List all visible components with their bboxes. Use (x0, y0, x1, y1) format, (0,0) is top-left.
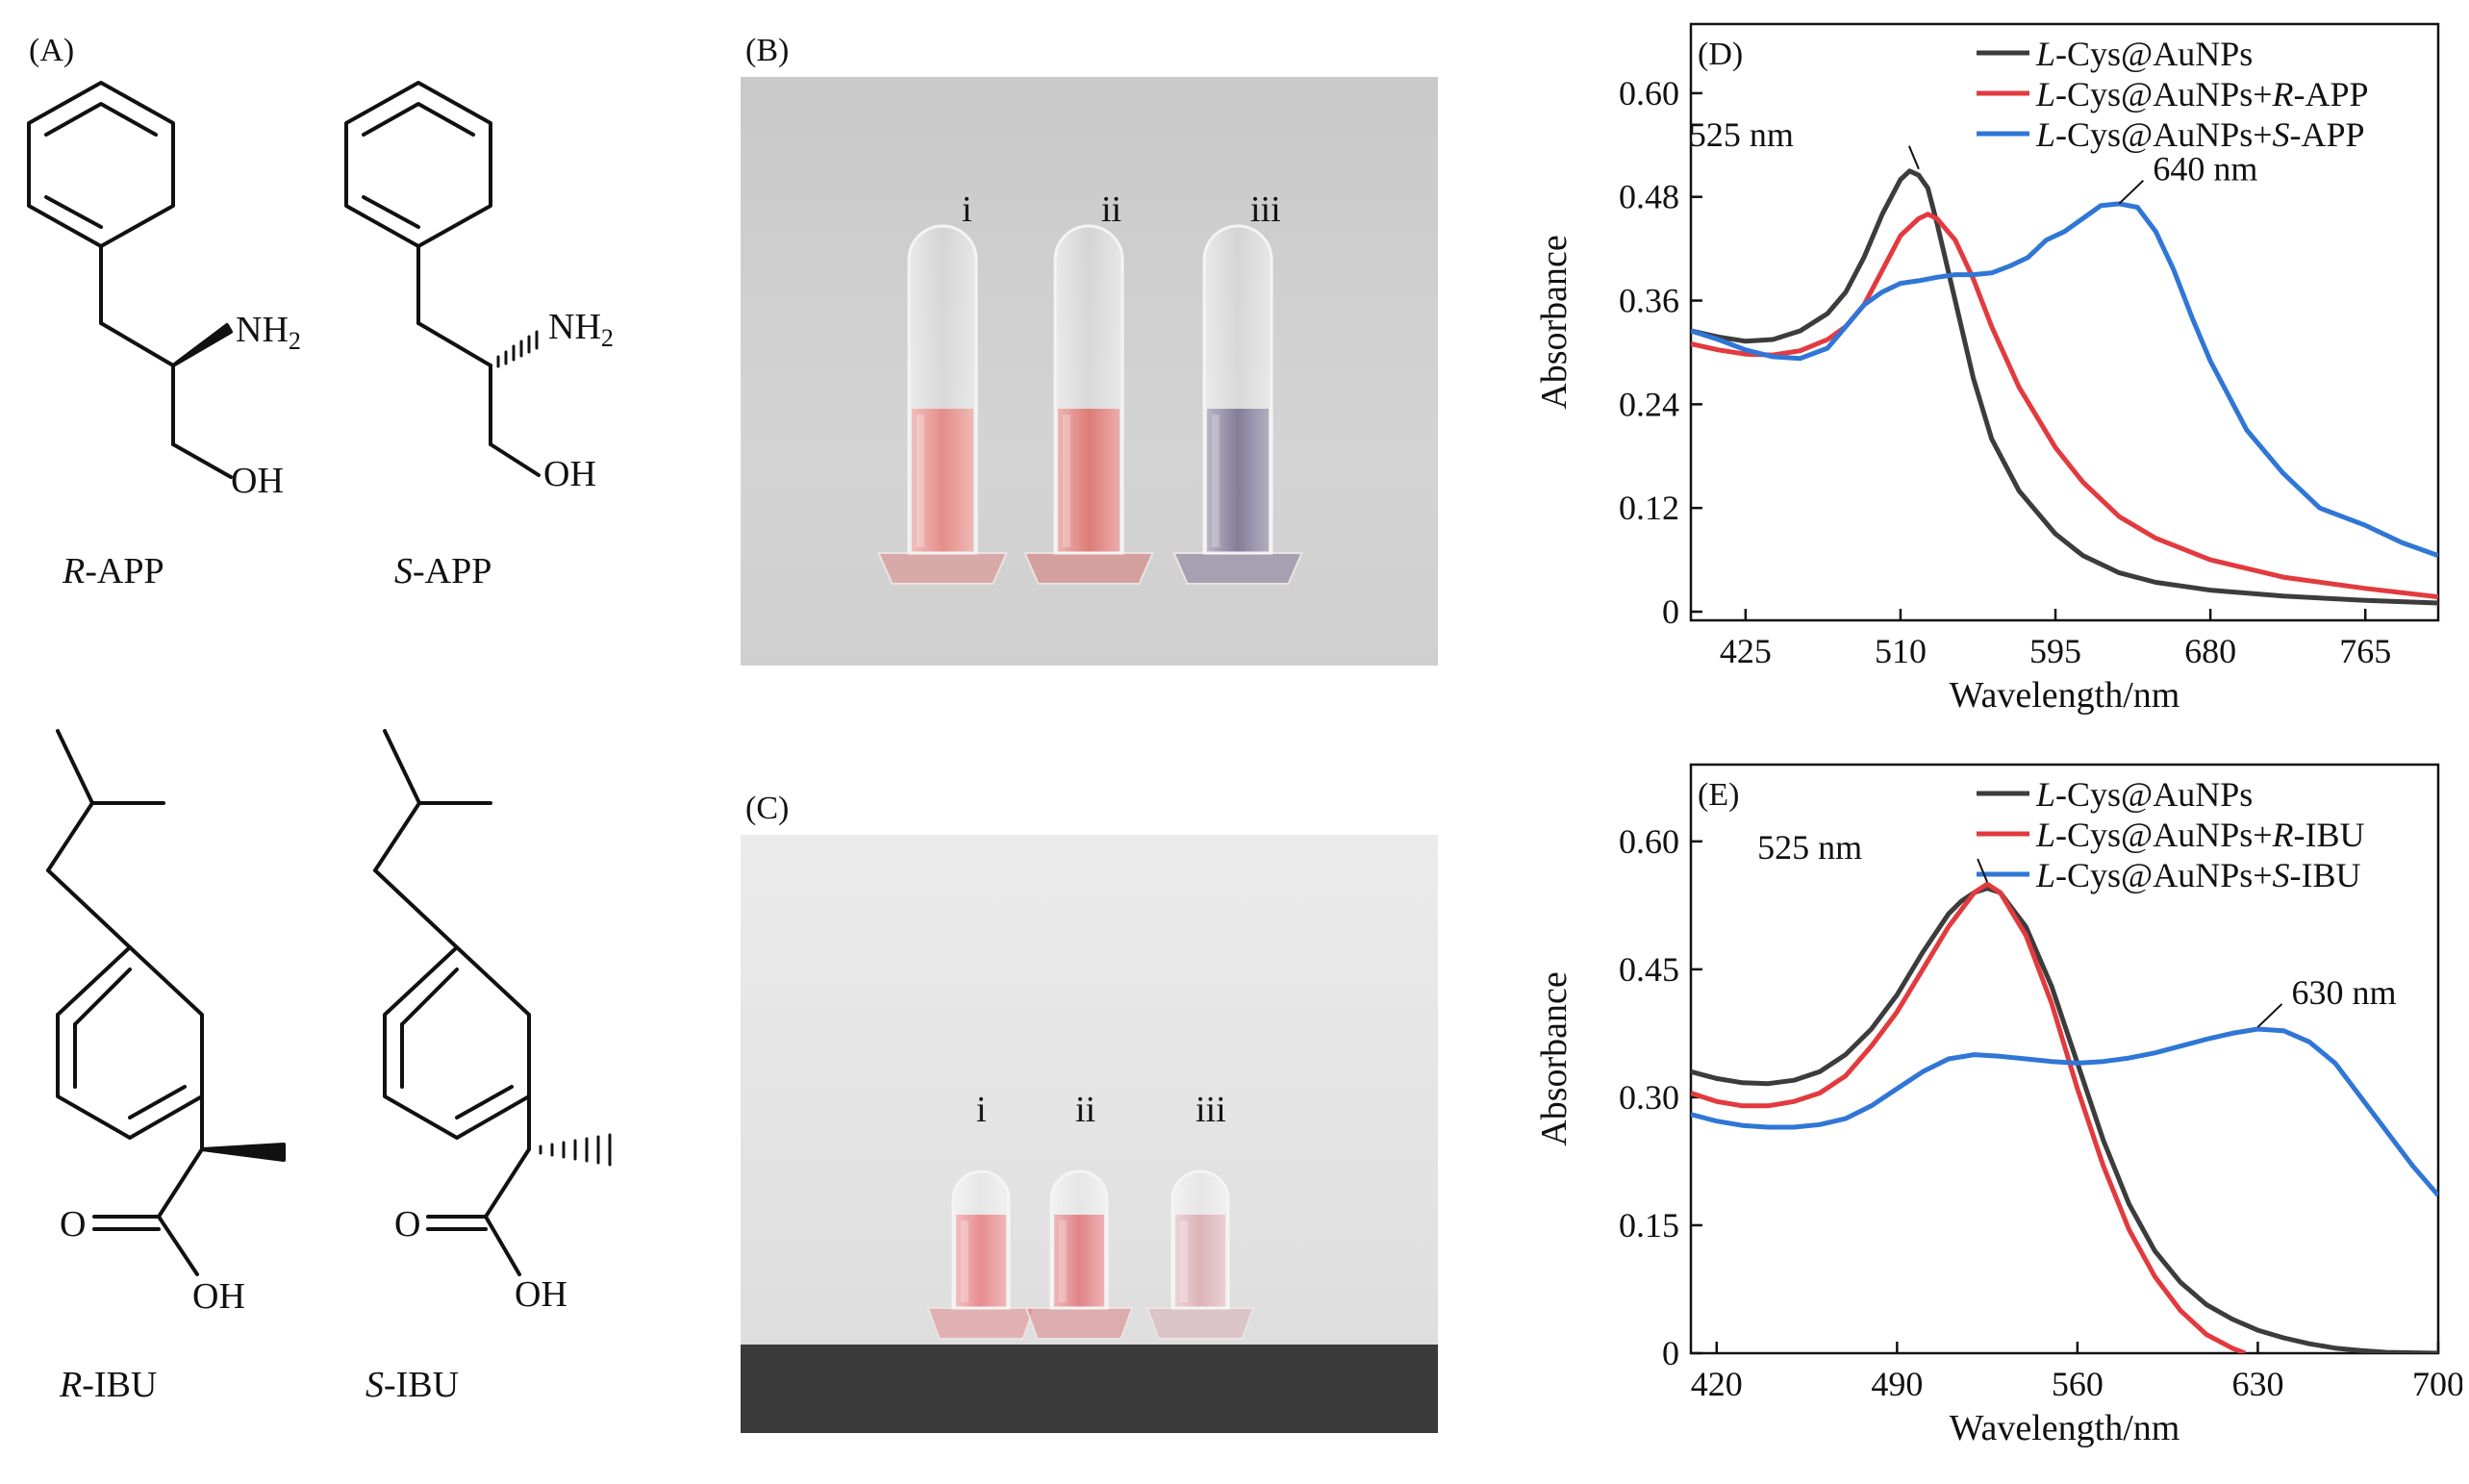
tube-c-ii-label: ii (1075, 1090, 1096, 1130)
s-ibu-oh: OH (515, 1274, 567, 1315)
s-ibu-structure (373, 729, 612, 1276)
x-tick-label: 765 (2339, 632, 2391, 670)
plot-frame (1689, 763, 2440, 1355)
molecule-structures: NH2 OH NH2 OH O OH O OH (27, 81, 614, 1317)
y-tick-label: 0.15 (1619, 1206, 1679, 1245)
annotation-leader (2256, 1003, 2283, 1028)
y-tick-label: 0.36 (1619, 282, 1679, 320)
photo-c (741, 835, 1438, 1433)
x-axis-label: Wavelength/nm (1950, 1408, 2180, 1448)
x-tick-label: 630 (2231, 1365, 2283, 1403)
annotation-leader (1907, 145, 1920, 170)
y-tick-label: 0.45 (1619, 950, 1679, 989)
x-tick-label: 560 (2052, 1365, 2104, 1403)
series-line-1 (1691, 881, 2247, 1353)
y-tick-label: 0.12 (1619, 489, 1679, 527)
plot-frame (1689, 22, 2440, 622)
y-tick-label: 0.48 (1619, 178, 1679, 216)
y-tick-label: 0.60 (1619, 74, 1679, 113)
r-app-structure (27, 81, 233, 479)
r-app-nh2: NH2 (236, 310, 301, 355)
annotation-label: 525 nm (1689, 115, 1794, 154)
series-line-2 (1691, 201, 2438, 558)
x-tick-label: 700 (2412, 1365, 2462, 1403)
legend-entry: L-Cys@AuNPs+S-IBU (2035, 856, 2361, 894)
s-app-nh2: NH2 (548, 307, 614, 352)
tube-c-ii (1024, 1170, 1134, 1340)
x-tick-label: 680 (2184, 632, 2236, 670)
chart-d: (D) 425 510 595 680 765 0 0.12 0.24 0.36 0.48 0.60… (1534, 22, 2440, 716)
y-tick-label: 0.60 (1619, 822, 1679, 861)
r-app-label: R-APP (63, 551, 164, 591)
annotation-leader (2118, 179, 2145, 205)
tube-c-i (926, 1170, 1036, 1340)
tube-c-iii (1146, 1170, 1255, 1340)
r-ibu-oh: OH (192, 1276, 245, 1317)
y-tick-label: 0.30 (1619, 1078, 1679, 1117)
series-line-0 (1691, 886, 2438, 1353)
tube-b-ii-label: ii (1101, 189, 1122, 230)
series-line-2 (1691, 1026, 2438, 1197)
y-axis-label: Absorbance (1534, 235, 1575, 409)
x-tick-label: 595 (2029, 632, 2081, 670)
s-app-label: S-APP (394, 551, 492, 591)
x-axis-label: Wavelength/nm (1950, 675, 2180, 716)
r-ibu-structure (46, 729, 286, 1276)
tube-b-iii (1172, 224, 1304, 585)
photo-b (741, 77, 1438, 666)
s-ibu-label: S-IBU (365, 1365, 460, 1405)
r-ibu-o: O (60, 1204, 86, 1245)
y-tick-label: 0.24 (1619, 385, 1679, 423)
tube-b-i (876, 224, 1009, 585)
s-app-structure (344, 81, 541, 477)
r-ibu-label: R-IBU (60, 1365, 158, 1405)
annotation-label: 630 nm (2291, 973, 2396, 1012)
s-ibu-o: O (394, 1204, 420, 1245)
legend-entry: L-Cys@AuNPs (2035, 35, 2253, 73)
y-tick-label: 0 (1662, 1334, 1679, 1372)
y-tick-label: 0 (1662, 592, 1679, 631)
legend-entry: L-Cys@AuNPs+R-APP (2035, 75, 2369, 113)
tube-b-iii-label: iii (1250, 189, 1281, 230)
s-app-oh: OH (543, 454, 596, 494)
tube-c-i-label: i (976, 1090, 987, 1130)
tube-b-i-label: i (962, 189, 972, 230)
annotation-label: 640 nm (2153, 150, 2257, 189)
legend-entry: L-Cys@AuNPs+R-IBU (2035, 816, 2365, 854)
x-tick-label: 490 (1871, 1365, 1923, 1403)
r-app-oh: OH (231, 461, 284, 501)
tube-b-ii (1022, 224, 1155, 585)
x-tick-label: 420 (1691, 1365, 1743, 1403)
tube-c-iii-label: iii (1196, 1090, 1226, 1130)
y-axis-label: Absorbance (1534, 971, 1575, 1145)
panel-label-b: (B) (745, 33, 790, 68)
x-tick-label: 510 (1875, 632, 1927, 670)
chart-e: (E) 420 490 560 630 700 0 0.15 0.30 0.45 0.60 Wave… (1534, 763, 2462, 1448)
legend-entry: L-Cys@AuNPs (2035, 775, 2253, 814)
panel-label-e: (E) (1698, 777, 1739, 813)
x-tick-label: 425 (1720, 632, 1772, 670)
annotation-leader (1977, 858, 1989, 883)
annotation-label: 525 nm (1757, 828, 1862, 867)
panel-label-c: (C) (745, 791, 790, 826)
panel-label-d: (D) (1698, 37, 1743, 72)
panel-label-a: (A) (29, 33, 75, 68)
series-line-1 (1691, 212, 2438, 600)
legend-entry: L-Cys@AuNPs+S-APP (2035, 115, 2365, 154)
series-line-0 (1691, 168, 2438, 606)
